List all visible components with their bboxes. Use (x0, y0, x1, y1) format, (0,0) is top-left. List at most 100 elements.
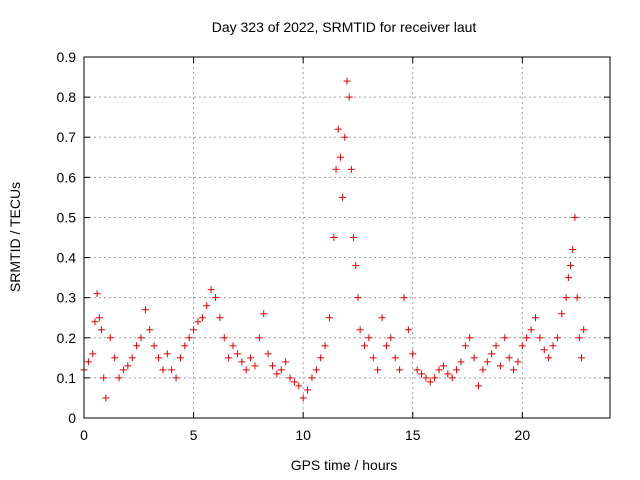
data-point (514, 358, 522, 366)
x-tick-label: 20 (515, 427, 531, 443)
y-tick-label: 0.2 (57, 330, 77, 346)
data-point (575, 334, 583, 342)
y-tick-label: 0.8 (57, 89, 77, 105)
data-point (391, 354, 399, 362)
x-axis-label: GPS time / hours (291, 457, 398, 473)
data-point (119, 366, 127, 374)
data-point (439, 362, 447, 370)
data-point (282, 358, 290, 366)
data-point (242, 366, 250, 374)
data-point (569, 246, 577, 254)
data-point (98, 326, 106, 334)
data-point (361, 342, 369, 350)
data-point (190, 326, 198, 334)
data-point (168, 366, 176, 374)
data-point (523, 334, 531, 342)
data-point (382, 342, 390, 350)
data-point (426, 378, 434, 386)
points-layer (80, 77, 588, 402)
data-point (470, 354, 478, 362)
data-point (496, 362, 504, 370)
data-point (540, 346, 548, 354)
data-point (277, 366, 285, 374)
data-point (308, 374, 316, 382)
data-point (176, 354, 184, 362)
data-point (198, 314, 206, 322)
data-point (501, 334, 509, 342)
data-point (536, 334, 544, 342)
y-tick-label: 0 (68, 410, 76, 426)
data-point (115, 374, 123, 382)
y-tick-label: 0.5 (57, 209, 77, 225)
data-point (216, 314, 224, 322)
data-point (453, 366, 461, 374)
data-point (404, 326, 412, 334)
data-point (352, 262, 360, 270)
data-point (203, 302, 211, 310)
data-point (233, 350, 241, 358)
data-point (317, 354, 325, 362)
data-point (207, 286, 215, 294)
data-point (146, 326, 154, 334)
data-point (133, 342, 141, 350)
chart-title: Day 323 of 2022, SRMTID for receiver lau… (212, 19, 477, 35)
data-point (374, 366, 382, 374)
data-point (492, 342, 500, 350)
data-point (553, 334, 561, 342)
data-point (409, 350, 417, 358)
data-point (350, 234, 358, 241)
data-point (488, 350, 496, 358)
data-point (413, 366, 421, 374)
y-tick-label: 0.4 (57, 250, 77, 266)
data-point (580, 326, 588, 334)
data-point (578, 354, 586, 362)
data-point (531, 314, 539, 322)
data-point (396, 366, 404, 374)
data-point (479, 366, 487, 374)
y-tick-label: 0.9 (57, 49, 77, 65)
data-point (255, 334, 263, 342)
data-point (100, 374, 108, 382)
plot-frame (83, 56, 611, 419)
data-point (448, 374, 456, 382)
data-point (347, 165, 355, 173)
y-tick-label: 0.6 (57, 169, 77, 185)
x-tick-label: 10 (295, 427, 311, 443)
data-point (102, 394, 110, 402)
data-point (545, 354, 553, 362)
data-point (111, 354, 119, 362)
data-point (483, 358, 491, 366)
data-point (387, 334, 395, 342)
data-point (181, 342, 189, 350)
data-point (299, 394, 307, 402)
data-point (325, 314, 333, 322)
data-point (365, 334, 373, 342)
data-point (573, 294, 581, 302)
data-point (330, 234, 338, 241)
data-point (422, 374, 430, 382)
grid-layer (84, 57, 610, 418)
data-point (336, 153, 344, 161)
data-point (260, 310, 268, 318)
data-point (212, 294, 219, 302)
y-tick-label: 0.7 (57, 129, 77, 145)
data-point (185, 334, 193, 342)
data-point (475, 382, 482, 390)
data-point (558, 310, 566, 318)
data-point (518, 342, 526, 350)
data-point (225, 354, 233, 362)
data-point (457, 358, 465, 366)
data-point (378, 314, 386, 322)
data-point (238, 358, 246, 366)
data-point (571, 213, 579, 221)
data-point (150, 342, 158, 350)
data-point (124, 362, 132, 370)
data-point (194, 318, 202, 326)
data-point (321, 342, 329, 350)
data-point (505, 354, 513, 362)
data-point (172, 374, 180, 382)
data-point (343, 77, 351, 85)
y-tick-label: 0.3 (57, 290, 77, 306)
data-point (141, 306, 149, 314)
data-point (356, 326, 364, 334)
